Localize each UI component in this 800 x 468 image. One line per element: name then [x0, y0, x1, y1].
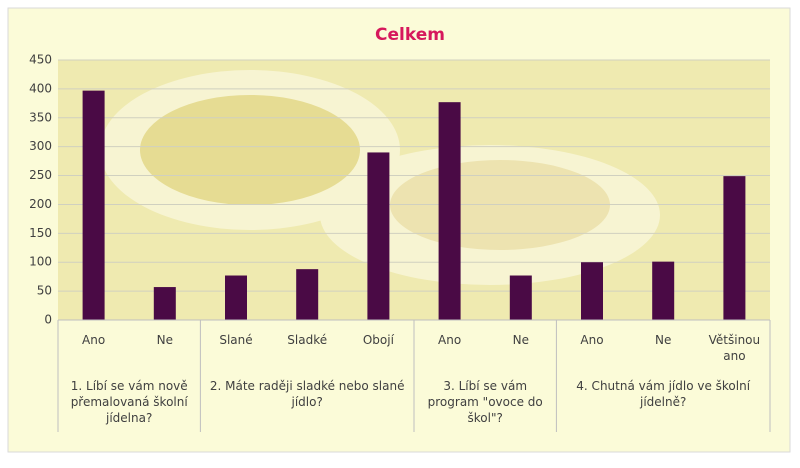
photo-soup [140, 95, 360, 205]
x-tick-label: Ne [512, 333, 529, 347]
y-tick-label: 100 [29, 255, 52, 269]
photo-food [390, 160, 610, 250]
bar [153, 287, 176, 320]
group-label: 3. Líbí se vám program "ovoce do škol"? [427, 379, 543, 425]
y-tick-label: 200 [29, 197, 52, 211]
group-label: 4. Chutná vám jídlo ve školní jídelně? [576, 379, 751, 409]
x-tick-label: Ano [82, 333, 106, 347]
bar [367, 152, 390, 320]
y-tick-label: 350 [29, 110, 52, 124]
x-tick-label: Sladké [287, 333, 328, 347]
x-tick-label: Obojí [362, 333, 394, 347]
x-tick-label: Slané [219, 333, 253, 347]
y-tick-label: 50 [37, 284, 52, 298]
y-tick-label: 300 [29, 139, 52, 153]
y-tick-label: 400 [29, 81, 52, 95]
chart-title: Celkem [375, 25, 445, 45]
group-label: 1. Líbí se vám nově přemalovaná školní j… [70, 379, 188, 425]
bar [82, 90, 105, 320]
x-tick-label: Ano [580, 333, 604, 347]
group-label: 2. Máte raději sladké nebo slané jídlo? [209, 379, 405, 409]
bar [296, 269, 319, 320]
y-tick-label: 250 [29, 168, 52, 182]
x-tick-label: Ne [156, 333, 173, 347]
y-tick-label: 450 [29, 53, 52, 67]
y-tick-label: 150 [29, 226, 52, 240]
bar [509, 275, 532, 320]
bar [652, 261, 675, 320]
bar [438, 102, 461, 320]
bar [225, 275, 247, 320]
x-tick-label: Většinou ano [708, 333, 761, 363]
y-tick-label: 0 [44, 313, 52, 327]
x-tick-label: Ano [438, 333, 462, 347]
bar [581, 262, 603, 320]
bar [723, 176, 746, 320]
x-tick-label: Ne [655, 333, 672, 347]
